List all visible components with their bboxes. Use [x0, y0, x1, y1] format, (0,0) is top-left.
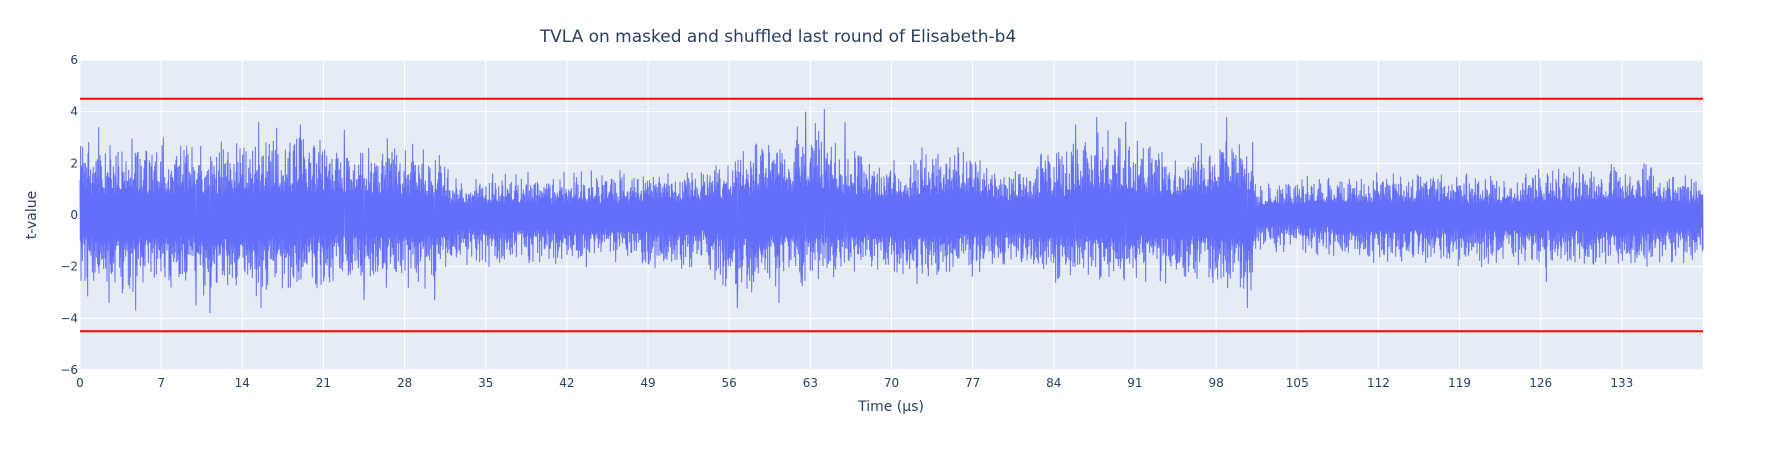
y-axis-ticks: 6 4 2 0 −2 −4 −6 — [60, 53, 78, 377]
y-axis-title: t-value — [24, 191, 40, 239]
x-tick-label: 84 — [1046, 376, 1061, 390]
x-tick-label: 49 — [640, 376, 655, 390]
y-tick-label: −4 — [60, 311, 78, 325]
x-tick-label: 28 — [397, 376, 412, 390]
x-tick-label: 35 — [478, 376, 493, 390]
y-tick-label: 2 — [70, 156, 78, 170]
y-tick-label: −2 — [60, 260, 78, 274]
x-tick-label: 56 — [722, 376, 737, 390]
x-tick-label: 70 — [884, 376, 899, 390]
x-tick-label: 42 — [559, 376, 574, 390]
x-tick-label: 126 — [1529, 376, 1552, 390]
y-tick-label: 4 — [70, 105, 78, 119]
x-tick-label: 91 — [1127, 376, 1142, 390]
x-axis-title: Time (µs) — [857, 399, 924, 415]
series-line — [79, 109, 1704, 314]
x-tick-label: 119 — [1448, 376, 1471, 390]
x-tick-label: 133 — [1610, 376, 1633, 390]
y-tick-label: −6 — [60, 363, 78, 377]
x-tick-label: 63 — [803, 376, 818, 390]
x-axis-ticks: 0 7 14 21 28 35 42 49 56 63 70 77 84 91 98 105 112 119 126… — [76, 376, 1633, 390]
x-tick-label: 98 — [1208, 376, 1223, 390]
chart-title: TVLA on masked and shuffled last round o… — [539, 27, 1017, 47]
x-tick-label: 21 — [316, 376, 331, 390]
y-tick-label: 0 — [70, 208, 78, 222]
threshold-lines — [80, 97, 1703, 333]
series-layer — [79, 109, 1704, 314]
x-tick-label: 105 — [1286, 376, 1309, 390]
x-tick-label: 112 — [1367, 376, 1390, 390]
x-tick-label: 0 — [76, 376, 84, 390]
y-tick-label: 6 — [70, 53, 78, 67]
x-tick-label: 7 — [157, 376, 165, 390]
x-tick-label: 77 — [965, 376, 980, 390]
x-tick-label: 14 — [235, 376, 250, 390]
